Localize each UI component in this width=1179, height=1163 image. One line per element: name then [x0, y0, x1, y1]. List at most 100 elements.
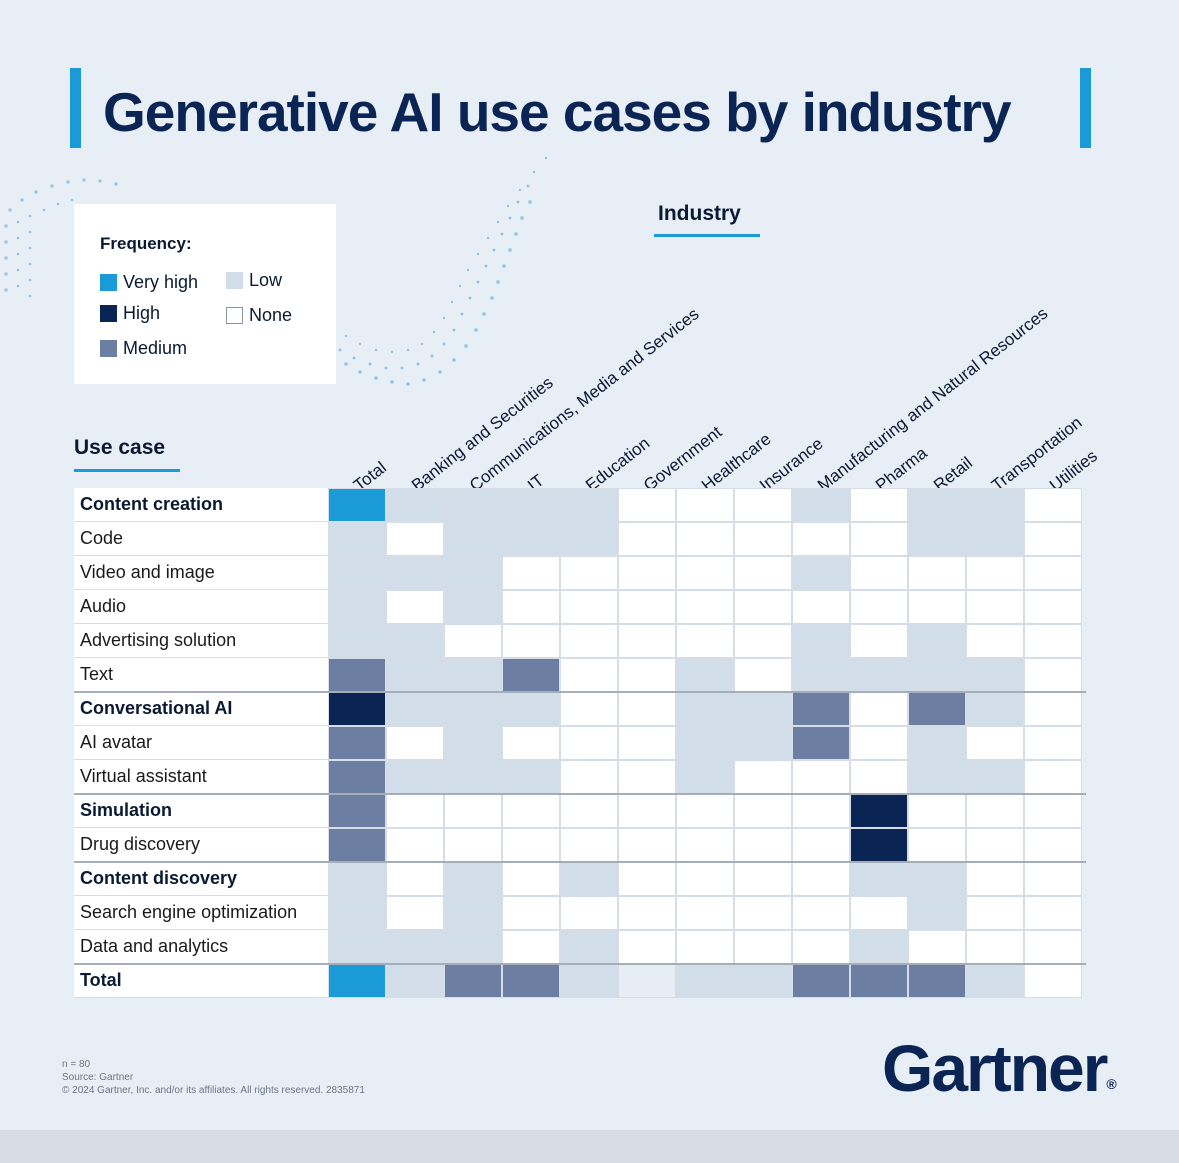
- heatmap-cell-simulation-pharma: [850, 794, 908, 828]
- heatmap-cell-search-engine-optimization-education: [560, 896, 618, 930]
- heatmap-cell-virtual-assistant-communications-media-and-services: [444, 760, 502, 794]
- heatmap-cell-data-and-analytics-utilities: [1024, 930, 1082, 964]
- heatmap-cell-search-engine-optimization-utilities: [1024, 896, 1082, 930]
- heatmap-cell-advertising-solution-total: [328, 624, 386, 658]
- gartner-logo: Gartner®: [882, 1030, 1117, 1106]
- heatmap-cell-search-engine-optimization-it: [502, 896, 560, 930]
- heatmap-cell-advertising-solution-education: [560, 624, 618, 658]
- heatmap-cell-search-engine-optimization-pharma: [850, 896, 908, 930]
- legend-title: Frequency:: [100, 234, 192, 253]
- heatmap-cell-text-healthcare: [676, 658, 734, 692]
- heatmap-cell-data-and-analytics-pharma: [850, 930, 908, 964]
- heatmap-cell-data-and-analytics-government: [618, 930, 676, 964]
- legend-label-high: High: [123, 303, 161, 323]
- heatmap-cell-data-and-analytics-education: [560, 930, 618, 964]
- heatmap-cell-virtual-assistant-pharma: [850, 760, 908, 794]
- group-separator: [74, 793, 1086, 795]
- heatmap-cell-drug-discovery-pharma: [850, 828, 908, 862]
- heatmap-cell-advertising-solution-insurance: [734, 624, 792, 658]
- footnote-source: Source: Gartner: [62, 1072, 134, 1083]
- footnote-copyright: © 2024 Gartner, Inc. and/or its affiliat…: [62, 1085, 365, 1096]
- heatmap-cell-code-education: [560, 522, 618, 556]
- title-accent-left: [70, 68, 81, 148]
- heatmap-cell-video-and-image-total: [328, 556, 386, 590]
- heatmap-cell-search-engine-optimization-banking-and-securities: [386, 896, 444, 930]
- heatmap-cell-search-engine-optimization-healthcare: [676, 896, 734, 930]
- heatmap-cell-conversational-ai-manufacturing-and-natural-resources: [792, 692, 850, 726]
- heatmap-cell-search-engine-optimization-government: [618, 896, 676, 930]
- row-label-virtual-assistant: Virtual assistant: [74, 760, 328, 794]
- heatmap-cell-ai-avatar-it: [502, 726, 560, 760]
- heatmap-cell-drug-discovery-total: [328, 828, 386, 862]
- heatmap-cell-data-and-analytics-total: [328, 930, 386, 964]
- heatmap-cell-advertising-solution-transportation: [966, 624, 1024, 658]
- heatmap-cell-video-and-image-healthcare: [676, 556, 734, 590]
- heatmap-cell-ai-avatar-utilities: [1024, 726, 1082, 760]
- heatmap-cell-text-transportation: [966, 658, 1024, 692]
- heatmap-cell-audio-healthcare: [676, 590, 734, 624]
- heatmap-cell-ai-avatar-insurance: [734, 726, 792, 760]
- row-label-content-discovery: Content discovery: [74, 862, 328, 896]
- heatmap-cell-advertising-solution-communications-media-and-services: [444, 624, 502, 658]
- legend-label-very-high: Very high: [123, 272, 199, 292]
- heatmap-cell-ai-avatar-government: [618, 726, 676, 760]
- heatmap-cell-search-engine-optimization-transportation: [966, 896, 1024, 930]
- heatmap-cell-conversational-ai-communications-media-and-services: [444, 692, 502, 726]
- row-label-simulation: Simulation: [74, 794, 328, 828]
- heatmap-cell-advertising-solution-utilities: [1024, 624, 1082, 658]
- heatmap-cell-ai-avatar-banking-and-securities: [386, 726, 444, 760]
- heatmap-cell-simulation-healthcare: [676, 794, 734, 828]
- heatmap-cell-drug-discovery-banking-and-securities: [386, 828, 444, 862]
- heatmap-cell-simulation-total: [328, 794, 386, 828]
- heatmap-cell-total-total: [328, 964, 386, 998]
- heatmap-cell-content-discovery-manufacturing-and-natural-resources: [792, 862, 850, 896]
- footnote-sample-size: n = 80: [62, 1059, 91, 1070]
- legend-item-high: High: [100, 303, 160, 324]
- row-label-content-creation: Content creation: [74, 488, 328, 522]
- heatmap-cell-content-creation-retail: [908, 488, 966, 522]
- heatmap-cell-audio-banking-and-securities: [386, 590, 444, 624]
- heatmap-cell-content-creation-it: [502, 488, 560, 522]
- heatmap-cell-text-education: [560, 658, 618, 692]
- heatmap-cell-drug-discovery-healthcare: [676, 828, 734, 862]
- heatmap-cell-audio-manufacturing-and-natural-resources: [792, 590, 850, 624]
- heatmap-cell-virtual-assistant-government: [618, 760, 676, 794]
- heatmap-cell-advertising-solution-it: [502, 624, 560, 658]
- row-label-conversational-ai: Conversational AI: [74, 692, 328, 726]
- usecase-title-underline: [74, 469, 180, 472]
- heatmap-cell-content-creation-communications-media-and-services: [444, 488, 502, 522]
- row-label-data-and-analytics: Data and analytics: [74, 930, 328, 964]
- heatmap-cell-virtual-assistant-insurance: [734, 760, 792, 794]
- heatmap-cell-code-healthcare: [676, 522, 734, 556]
- heatmap-cell-code-banking-and-securities: [386, 522, 444, 556]
- bottom-strip: [0, 1130, 1179, 1163]
- heatmap-cell-conversational-ai-total: [328, 692, 386, 726]
- decorative-dot-wave: [4, 156, 548, 386]
- heatmap-cell-content-creation-pharma: [850, 488, 908, 522]
- heatmap-cell-virtual-assistant-retail: [908, 760, 966, 794]
- heatmap-cell-drug-discovery-communications-media-and-services: [444, 828, 502, 862]
- heatmap-cell-audio-communications-media-and-services: [444, 590, 502, 624]
- heatmap-cell-audio-utilities: [1024, 590, 1082, 624]
- group-separator: [74, 691, 1086, 693]
- heatmap-cell-code-pharma: [850, 522, 908, 556]
- heatmap-cell-virtual-assistant-education: [560, 760, 618, 794]
- heatmap-cell-text-retail: [908, 658, 966, 692]
- heatmap-cell-text-insurance: [734, 658, 792, 692]
- legend-swatch-low: [226, 272, 243, 289]
- heatmap-cell-virtual-assistant-banking-and-securities: [386, 760, 444, 794]
- heatmap-cell-content-discovery-communications-media-and-services: [444, 862, 502, 896]
- heatmap-cell-text-communications-media-and-services: [444, 658, 502, 692]
- heatmap-cell-simulation-banking-and-securities: [386, 794, 444, 828]
- heatmap-cell-content-creation-manufacturing-and-natural-resources: [792, 488, 850, 522]
- heatmap-cell-search-engine-optimization-manufacturing-and-natural-resources: [792, 896, 850, 930]
- heatmap-cell-total-communications-media-and-services: [444, 964, 502, 998]
- heatmap-cell-video-and-image-banking-and-securities: [386, 556, 444, 590]
- group-separator: [74, 861, 1086, 863]
- legend-swatch-very-high: [100, 274, 117, 291]
- heatmap-cell-audio-government: [618, 590, 676, 624]
- heatmap-cell-content-discovery-banking-and-securities: [386, 862, 444, 896]
- heatmap-cell-conversational-ai-pharma: [850, 692, 908, 726]
- industry-title-underline: [654, 234, 760, 237]
- legend-swatch-medium: [100, 340, 117, 357]
